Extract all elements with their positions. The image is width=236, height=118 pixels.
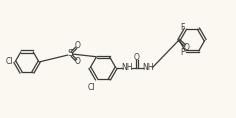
Text: O: O xyxy=(134,53,140,63)
Text: NH: NH xyxy=(121,63,133,72)
Text: F: F xyxy=(180,23,185,32)
Text: O: O xyxy=(184,43,190,52)
Text: O: O xyxy=(75,57,81,67)
Text: O: O xyxy=(75,42,81,51)
Text: NH: NH xyxy=(142,63,154,72)
Text: F: F xyxy=(180,48,185,57)
Text: S: S xyxy=(67,49,73,59)
Text: Cl: Cl xyxy=(88,83,96,92)
Text: Cl: Cl xyxy=(5,57,13,67)
